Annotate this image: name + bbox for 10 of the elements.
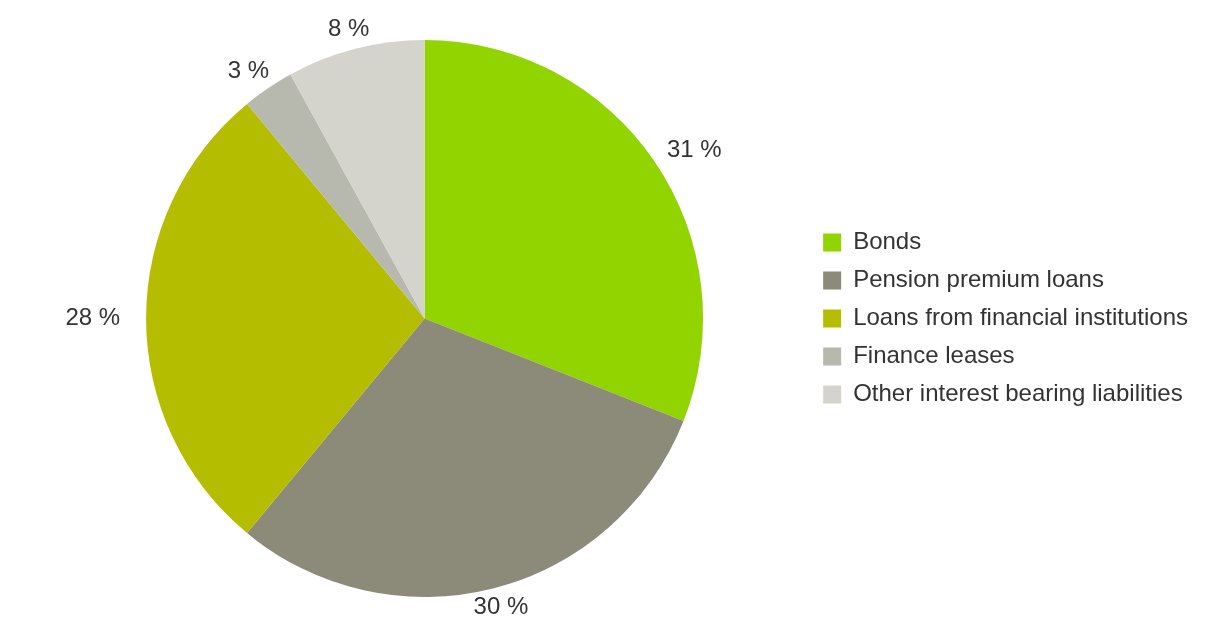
data-label: 3 % — [227, 56, 270, 84]
legend-label: Loans from financial institutions — [853, 303, 1188, 331]
data-label: 8 % — [328, 14, 370, 41]
data-label: 31 % — [666, 135, 722, 163]
legend-label: Pension premium loans — [853, 265, 1104, 293]
legend-label: Other interest bearing liabilities — [853, 379, 1183, 407]
data-label: 28 % — [65, 303, 121, 331]
legend-label: Bonds — [853, 227, 922, 255]
legend-label: Finance leases — [853, 341, 1015, 369]
data-label: 30 % — [473, 592, 529, 620]
